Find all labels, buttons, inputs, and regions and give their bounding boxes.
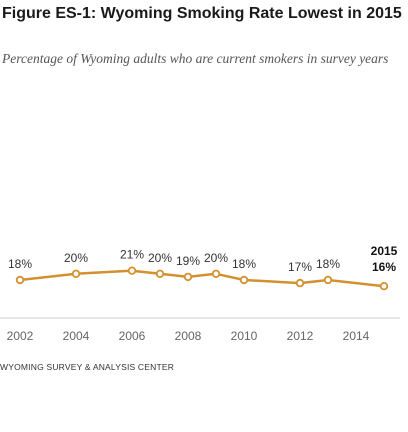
- chart-subtitle: Percentage of Wyoming adults who are cur…: [2, 51, 389, 66]
- x-tick-labels: 2002 2004 2006 2008 2010 2012 2014: [7, 329, 370, 343]
- data-label: 18%: [232, 257, 256, 271]
- data-point: [323, 275, 333, 285]
- data-points: [15, 266, 389, 291]
- data-point: [155, 269, 165, 278]
- data-label: 20%: [204, 251, 228, 265]
- x-tick-label: 2014: [343, 329, 370, 343]
- series-line: [19, 269, 385, 288]
- data-label: 17%: [288, 260, 312, 274]
- data-label: 16%: [372, 260, 396, 274]
- data-label: 21%: [120, 248, 144, 262]
- data-label: 20%: [64, 251, 88, 265]
- chart-title: Figure ES-1: Wyoming Smoking Rate Lowest…: [2, 5, 402, 22]
- data-point: [183, 272, 193, 282]
- data-point: [379, 282, 389, 291]
- data-label: 20%: [148, 251, 172, 265]
- x-tick-label: 2004: [63, 329, 90, 343]
- x-tick-label: 2008: [175, 329, 202, 343]
- data-point: [71, 269, 81, 278]
- source-note: WYOMING SURVEY & ANALYSIS CENTER: [0, 362, 175, 372]
- data-point: [127, 266, 137, 275]
- data-point: [15, 275, 25, 285]
- data-labels: 18% 20% 21% 20% 19% 20% 18% 17% 18% 2015 16%: [8, 244, 398, 274]
- data-label: 19%: [176, 254, 200, 268]
- data-label: 18%: [8, 257, 32, 271]
- data-point: [295, 278, 305, 288]
- end-year-label: 2015: [371, 244, 398, 258]
- x-tick-label: 2010: [231, 329, 258, 343]
- data-point: [211, 269, 221, 278]
- x-tick-label: 2002: [7, 329, 34, 343]
- x-tick-label: 2012: [287, 329, 314, 343]
- data-label: 18%: [316, 257, 340, 271]
- data-point: [239, 275, 249, 285]
- x-tick-label: 2006: [119, 329, 146, 343]
